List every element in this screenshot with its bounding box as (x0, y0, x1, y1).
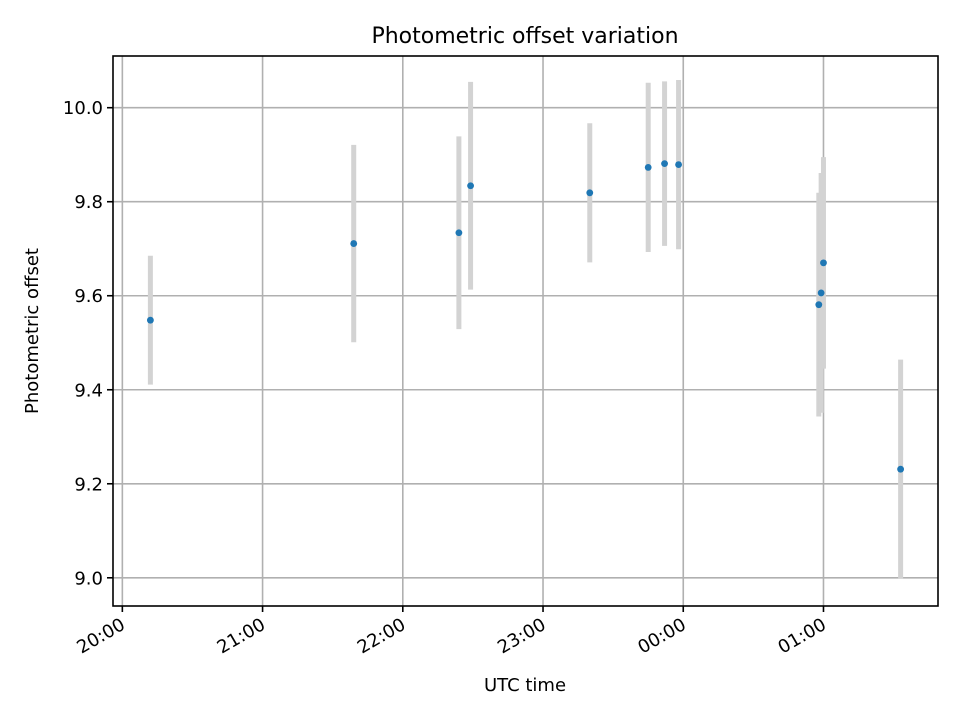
x-tick-label: 21:00 (214, 614, 269, 658)
y-tick-label: 10.0 (63, 98, 103, 119)
point-layer (146, 160, 905, 473)
data-point (820, 259, 827, 267)
data-point (661, 160, 668, 168)
y-tick-label: 9.4 (74, 380, 103, 401)
data-point (675, 161, 682, 168)
data-point (644, 164, 652, 171)
plot-frame (112, 55, 939, 607)
y-tick-label: 9.6 (74, 286, 103, 307)
y-tick-label: 9.8 (74, 192, 103, 213)
data-point (146, 316, 154, 324)
data-point (815, 301, 823, 309)
data-point (467, 182, 474, 190)
y-tick-label: 9.0 (74, 568, 103, 589)
x-axis-label: UTC time (484, 675, 566, 696)
x-tick-label: 22:00 (354, 614, 409, 658)
data-point (350, 240, 358, 247)
y-tick-label: 9.2 (74, 474, 103, 495)
data-point (586, 189, 594, 197)
x-tick-label: 00:00 (634, 614, 689, 658)
tick-layer: 9.0 9.2 9.4 9.6 9.8 10.0 20:00 21:00 22:00 23:00 0… (63, 98, 830, 658)
chart-title: Photometric offset variation (371, 24, 678, 49)
grid-layer (113, 56, 938, 606)
y-axis-label: Photometric offset (22, 248, 43, 414)
x-tick-label: 20:00 (73, 614, 128, 658)
x-tick-label: 01:00 (775, 614, 830, 658)
data-point (455, 229, 463, 237)
data-point (897, 465, 905, 473)
data-point (817, 289, 825, 297)
x-tick-label: 23:00 (494, 614, 549, 658)
